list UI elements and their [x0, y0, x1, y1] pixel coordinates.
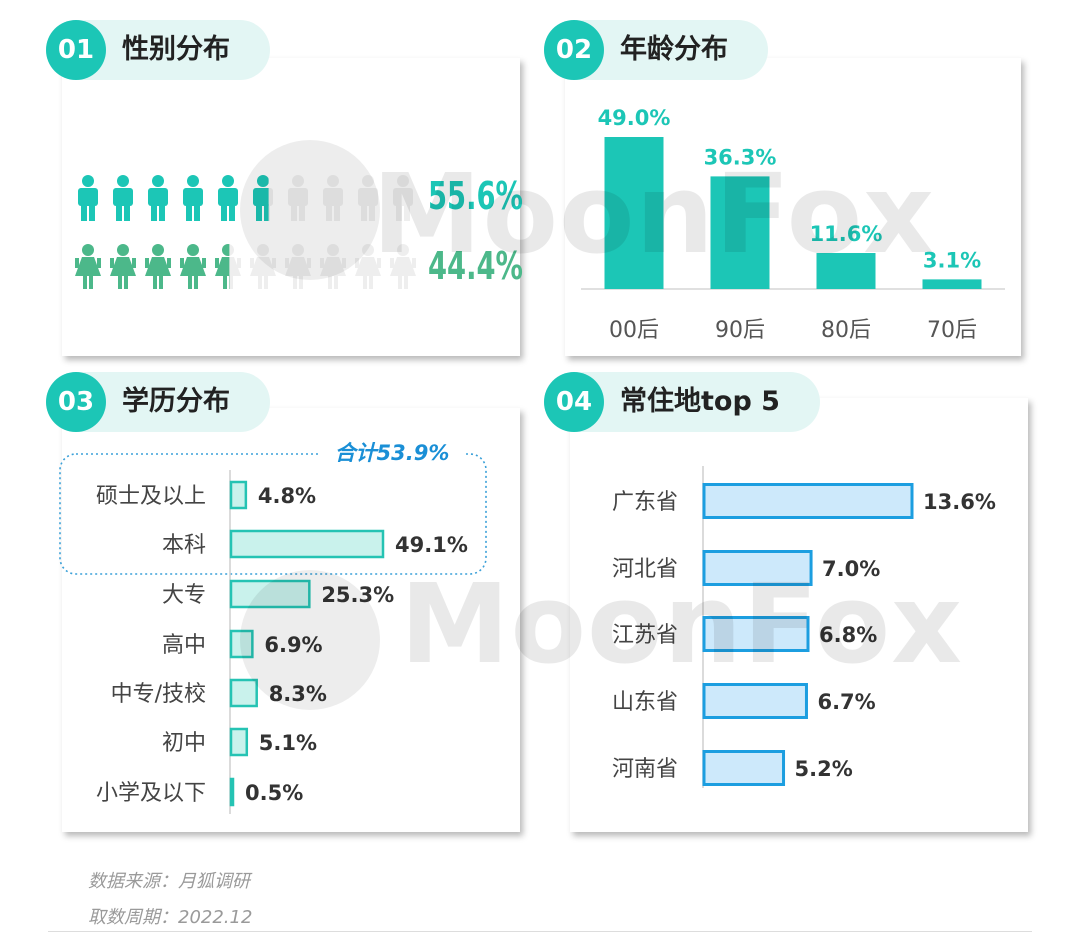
male-person-icon: [253, 175, 269, 221]
male-person-icon: [358, 175, 378, 221]
section-title: 年龄分布: [620, 34, 728, 65]
male-person-icon: [183, 175, 203, 221]
res-value-label: 6.7%: [817, 690, 875, 714]
female-person-icon: [390, 244, 416, 289]
section-title: 性别分布: [122, 34, 230, 65]
edu-bar: [229, 727, 249, 757]
data-source-note: 数据来源：月狐调研: [88, 871, 250, 892]
edu-panel: [62, 408, 520, 832]
male-person-icon: [113, 175, 133, 221]
female-percent-label: 44.4%: [428, 244, 523, 288]
male-person-icon: [78, 175, 98, 221]
edu-title-badge: 03 学历分布: [46, 372, 270, 432]
res-category-label: 山东省: [612, 690, 678, 715]
section-number: 04: [544, 372, 604, 432]
age-bar: [922, 279, 982, 289]
res-title-badge: 04 常住地top 5: [544, 372, 820, 432]
edu-value-label: 8.3%: [269, 682, 327, 706]
edu-category-label: 小学及以下: [96, 781, 206, 806]
watermark-logo-circle: [240, 570, 380, 710]
age-chart: 49.0% 00后 36.3% 90后 11.6% 80后 3.1% 70后: [581, 106, 1005, 343]
edu-bar: [229, 480, 248, 510]
edu-value-label: 0.5%: [245, 781, 303, 805]
res-value-label: 13.6%: [923, 490, 996, 514]
edu-value-label: 4.8%: [258, 484, 316, 508]
section-title: 常住地top 5: [620, 386, 780, 417]
edu-group-label: 合计53.9%: [335, 441, 450, 465]
female-person-icon: [320, 244, 346, 289]
gender-title-badge: 01 性别分布: [46, 20, 270, 80]
section-number: 01: [46, 20, 106, 80]
edu-category-label: 中专/技校: [111, 682, 206, 707]
age-bar: [816, 253, 876, 289]
male-person-icon: [323, 175, 343, 221]
female-person-icon: [145, 244, 171, 289]
edu-bar: [229, 777, 235, 807]
age-value-label: 11.6%: [810, 222, 883, 246]
watermark-text: MoonFox: [400, 560, 964, 688]
edu-value-label: 5.1%: [259, 731, 317, 755]
edu-bar: [229, 629, 254, 659]
section-number: 02: [544, 20, 604, 80]
res-category-label: 广东省: [612, 490, 678, 515]
female-person-icon: [180, 244, 206, 289]
male-person-icon: [393, 175, 413, 221]
res-value-label: 7.0%: [822, 557, 880, 581]
res-category-label: 江苏省: [612, 623, 678, 648]
edu-category-label: 初中: [162, 731, 206, 756]
female-person-icon: [355, 244, 381, 289]
female-person-icon: [250, 244, 276, 289]
edu-category-label: 高中: [162, 633, 206, 658]
female-person-icon: [110, 244, 136, 289]
age-bar: [604, 137, 664, 289]
male-person-icon: [148, 175, 168, 221]
res-bar: [702, 750, 786, 786]
res-bar: [702, 616, 810, 652]
male-person-icon: [288, 175, 308, 221]
age-category-label: 00后: [609, 318, 659, 343]
footer-divider: [48, 931, 1032, 932]
female-person-icon: [285, 244, 311, 289]
age-category-label: 70后: [927, 318, 977, 343]
female-person-icon: [75, 244, 101, 289]
gender-panel: [62, 58, 520, 356]
age-value-label: 3.1%: [923, 248, 981, 272]
age-title-badge: 02 年龄分布: [544, 20, 768, 80]
edu-value-label: 25.3%: [321, 583, 394, 607]
res-category-label: 河北省: [612, 557, 678, 582]
male-person-icon: [218, 175, 238, 221]
male-percent-label: 55.6%: [428, 174, 523, 218]
female-person-icon: [215, 244, 230, 289]
edu-value-label: 6.9%: [264, 633, 322, 657]
edu-group-box: [59, 453, 487, 575]
edu-chart: 合计53.9% 4.8% 硕士及以上 49.1% 本科 25.3% 大专 6.9% 高中 8.3%…: [59, 440, 487, 814]
edu-value-label: 49.1%: [395, 533, 468, 557]
age-bar: [710, 176, 770, 289]
res-panel: [570, 398, 1028, 832]
section-title: 学历分布: [122, 386, 230, 417]
section-number: 03: [46, 372, 106, 432]
edu-group-label-bg: [318, 440, 466, 468]
res-value-label: 5.2%: [795, 757, 853, 781]
data-period-note: 取数周期：2022.12: [88, 907, 253, 928]
edu-bar: [229, 579, 311, 609]
edu-category-label: 硕士及以上: [96, 484, 206, 509]
age-value-label: 49.0%: [598, 106, 671, 130]
edu-category-label: 大专: [162, 583, 206, 608]
res-chart: 13.6% 广东省 7.0% 河北省 6.8% 江苏省 6.7% 山东省 5.2% 河南省: [612, 466, 996, 788]
res-bar: [702, 550, 813, 586]
age-value-label: 36.3%: [704, 145, 777, 169]
res-category-label: 河南省: [612, 757, 678, 782]
res-bar: [702, 683, 808, 719]
age-category-label: 80后: [821, 318, 871, 343]
edu-bar: [229, 529, 385, 559]
age-category-label: 90后: [715, 318, 765, 343]
res-bar: [702, 483, 914, 519]
edu-category-label: 本科: [162, 533, 206, 558]
watermark-logo-circle: [240, 140, 380, 280]
gender-chart: [75, 175, 416, 289]
watermark-text: MoonFox: [372, 150, 936, 278]
res-value-label: 6.8%: [819, 623, 877, 647]
edu-bar: [229, 678, 258, 708]
